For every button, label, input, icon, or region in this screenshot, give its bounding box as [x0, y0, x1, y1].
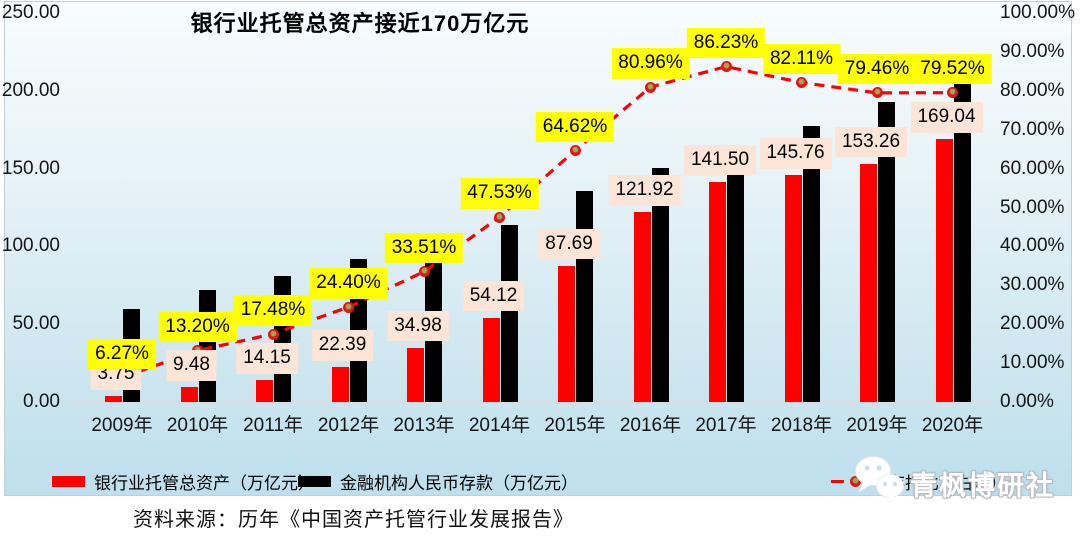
right-axis-tick-5: 50.00% [1000, 196, 1065, 218]
custody-bar-7 [633, 212, 651, 402]
year-label-6: 2015年 [544, 415, 606, 436]
ratio-label-11: 79.52% [913, 53, 992, 85]
right-axis-tick-0: 0.00% [1000, 391, 1054, 412]
watermark: 青枫博研社 [852, 450, 1055, 506]
custody-bar-1 [180, 387, 198, 402]
custody-bar-11 [935, 138, 953, 402]
custody-value-label-10: 153.26 [834, 126, 908, 158]
ratio-marker-9 [796, 77, 807, 89]
year-label-7: 2016年 [619, 415, 682, 436]
right-axis-tick-2: 20.00% [1000, 313, 1065, 335]
ratio-marker-10 [871, 87, 883, 99]
right-axis-tick-1: 10.00% [1000, 352, 1065, 374]
custody-value-label-1: 9.48 [166, 350, 217, 381]
year-label-1: 2010年 [166, 415, 229, 436]
right-axis-tick-9: 90.00% [1000, 40, 1065, 62]
custody-value-label-11: 169.04 [910, 101, 983, 133]
deposit-bar-8 [727, 146, 744, 402]
year-label-8: 2017年 [695, 415, 757, 436]
custody-bar-8 [709, 181, 726, 402]
chart-title: 银行业托管总资产接近170万亿元 [190, 11, 530, 36]
custody-bar-3 [331, 367, 349, 402]
right-axis-tick-3: 30.00% [1000, 274, 1065, 296]
left-axis-tick-4: 200.00 [1, 79, 60, 101]
custody-value-label-7: 121.92 [608, 175, 681, 206]
right-axis-tick-10: 100.00% [1000, 2, 1076, 23]
ratio-marker-3 [343, 301, 354, 313]
ratio-marker-5 [494, 211, 505, 223]
x-axis-line [70, 402, 992, 404]
year-label-11: 2020年 [921, 415, 984, 436]
ratio-label-9: 82.11% [762, 43, 841, 75]
ratio-marker-7 [645, 81, 656, 93]
left-axis-tick-2: 100.00 [1, 235, 60, 257]
deposit-bar-5 [500, 224, 518, 402]
custody-bar-2 [256, 379, 273, 402]
year-label-5: 2014年 [468, 415, 531, 436]
ratio-marker-4 [418, 266, 430, 278]
custody-value-label-2: 14.15 [236, 342, 298, 374]
year-label-9: 2018年 [770, 415, 833, 436]
left-axis-tick-1: 50.00 [12, 313, 60, 335]
year-label-3: 2012年 [317, 415, 380, 436]
ratio-marker-2 [267, 328, 279, 340]
custody-value-label-3: 22.39 [311, 330, 374, 361]
right-axis-tick-4: 40.00% [1000, 235, 1065, 257]
ratio-label-2: 17.48% [233, 295, 313, 326]
ratio-label-10: 79.46% [837, 53, 917, 85]
custody-bar-0 [105, 396, 122, 402]
year-label-0: 2009年 [91, 415, 153, 436]
right-axis-tick-7: 70.00% [1000, 118, 1065, 140]
left-axis-tick-0: 0.00 [23, 391, 60, 412]
custody-bar-6 [558, 265, 575, 402]
deposit-bar-11 [953, 71, 971, 402]
ratio-label-8: 86.23% [686, 27, 766, 59]
custody-value-label-9: 145.76 [759, 138, 832, 169]
custody-bar-5 [482, 317, 500, 402]
right-axis-tick-6: 60.00% [1000, 157, 1065, 179]
ratio-label-7: 80.96% [611, 48, 690, 79]
custody-value-label-6: 87.69 [538, 228, 600, 260]
ratio-label-6: 64.62% [535, 111, 615, 143]
left-axis-tick-5: 250.00 [1, 2, 60, 23]
year-label-4: 2013年 [393, 415, 455, 436]
ratio-label-0: 6.27% [88, 338, 156, 370]
custody-value-label-5: 54.12 [462, 280, 525, 312]
left-axis-tick-3: 150.00 [1, 157, 60, 179]
ratio-label-4: 33.51% [384, 232, 464, 264]
ratio-label-5: 47.53% [460, 178, 539, 209]
year-label-2: 2011年 [243, 415, 303, 436]
custody-value-label-4: 34.98 [387, 310, 449, 342]
custody-bar-9 [784, 175, 802, 402]
ratio-marker-8 [720, 61, 732, 73]
ratio-label-3: 24.40% [309, 268, 388, 299]
custody-bar-4 [407, 347, 424, 402]
source-note: 资料来源：历年《中国资产托管行业发展报告》 [133, 509, 574, 531]
custody-bar-10 [860, 163, 877, 402]
year-label-10: 2019年 [846, 415, 908, 436]
custody-value-label-8: 141.50 [683, 144, 757, 176]
watermark-text: 青枫博研社 [910, 471, 1055, 501]
right-axis-tick-8: 80.00% [1000, 79, 1065, 101]
deposit-bar-6 [576, 190, 593, 402]
ratio-label-1: 13.20% [158, 311, 237, 343]
wechat-icon [855, 456, 904, 504]
ratio-marker-6 [569, 145, 581, 157]
